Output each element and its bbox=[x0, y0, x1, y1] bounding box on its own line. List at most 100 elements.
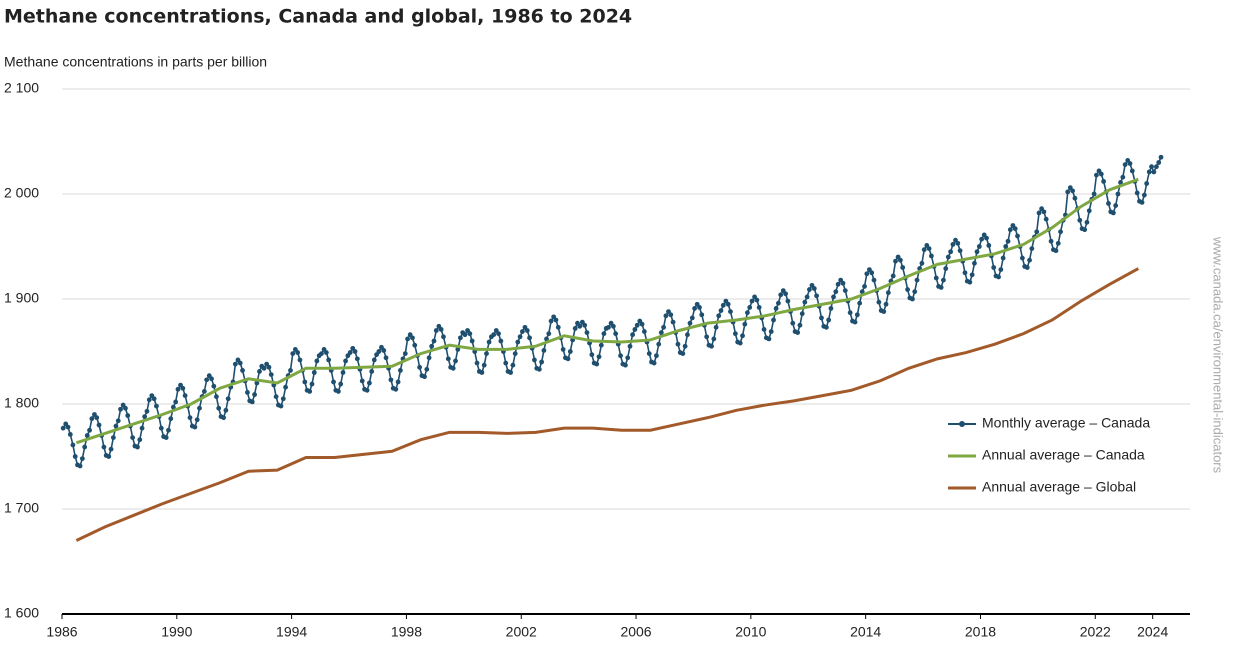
data-point bbox=[426, 355, 432, 361]
data-point bbox=[928, 253, 934, 259]
data-point bbox=[1156, 160, 1162, 165]
data-point bbox=[1012, 226, 1018, 232]
data-point bbox=[623, 362, 628, 368]
data-point bbox=[668, 312, 674, 318]
data-point bbox=[369, 369, 375, 374]
data-point bbox=[106, 454, 112, 459]
data-point bbox=[639, 321, 645, 327]
data-point bbox=[457, 335, 463, 341]
data-point bbox=[842, 288, 848, 293]
data-point bbox=[933, 275, 939, 281]
data-point bbox=[467, 331, 473, 337]
data-point bbox=[876, 299, 882, 305]
data-point bbox=[704, 334, 710, 340]
data-point bbox=[144, 408, 150, 414]
data-point bbox=[1086, 208, 1092, 214]
x-tick-label: 2010 bbox=[735, 624, 766, 640]
data-point bbox=[885, 290, 891, 296]
data-point bbox=[912, 289, 918, 295]
data-point bbox=[110, 435, 116, 440]
data-point bbox=[359, 378, 365, 384]
data-point bbox=[819, 315, 824, 321]
data-point bbox=[479, 370, 485, 375]
data-point bbox=[1091, 191, 1097, 197]
series-line bbox=[75, 267, 1140, 542]
data-point bbox=[295, 350, 301, 355]
legend-label: Monthly average – Canada bbox=[982, 415, 1150, 431]
data-point bbox=[268, 372, 274, 377]
data-point bbox=[151, 396, 157, 402]
data-point bbox=[113, 423, 119, 429]
data-point bbox=[943, 266, 949, 271]
data-point bbox=[634, 322, 640, 328]
data-point bbox=[658, 330, 664, 335]
data-point bbox=[1005, 238, 1011, 244]
data-point bbox=[687, 320, 693, 326]
series-line bbox=[75, 177, 1139, 445]
data-point bbox=[82, 444, 88, 450]
data-point bbox=[536, 366, 542, 372]
data-point bbox=[192, 424, 198, 430]
data-point bbox=[1158, 154, 1164, 160]
data-point bbox=[560, 347, 566, 352]
data-point bbox=[486, 339, 492, 345]
data-point bbox=[261, 365, 267, 371]
data-point bbox=[630, 332, 636, 338]
data-point bbox=[481, 362, 487, 368]
data-point bbox=[941, 277, 946, 283]
data-point bbox=[1015, 233, 1020, 239]
data-point bbox=[65, 424, 71, 430]
data-point bbox=[417, 364, 423, 370]
data-point bbox=[1141, 192, 1147, 198]
data-point bbox=[807, 287, 812, 292]
data-point bbox=[137, 437, 143, 443]
data-point bbox=[833, 289, 839, 295]
data-point bbox=[508, 370, 514, 375]
x-tick-label: 2018 bbox=[965, 624, 996, 640]
data-point bbox=[890, 273, 896, 279]
data-point bbox=[297, 357, 303, 363]
data-point bbox=[976, 244, 982, 249]
data-point bbox=[405, 336, 410, 342]
data-point bbox=[773, 306, 779, 311]
data-point bbox=[811, 286, 817, 291]
data-point bbox=[641, 329, 647, 334]
data-point bbox=[201, 389, 207, 394]
data-point bbox=[323, 350, 329, 355]
data-point bbox=[352, 349, 358, 354]
x-tick-label: 2006 bbox=[620, 624, 651, 640]
data-point bbox=[864, 271, 870, 277]
data-point bbox=[716, 313, 722, 319]
data-point bbox=[783, 291, 788, 297]
data-point bbox=[1055, 240, 1061, 246]
data-point bbox=[799, 311, 805, 317]
data-point bbox=[257, 369, 262, 374]
data-point bbox=[1139, 200, 1145, 205]
data-point bbox=[364, 387, 370, 393]
data-point bbox=[445, 356, 451, 362]
data-point bbox=[431, 338, 437, 344]
data-point bbox=[221, 415, 226, 421]
data-point bbox=[1077, 217, 1083, 223]
data-point bbox=[254, 380, 260, 386]
y-tick-label: 1 900 bbox=[4, 290, 39, 306]
data-point bbox=[211, 383, 217, 389]
y-tick-label: 1 800 bbox=[4, 395, 39, 411]
data-point bbox=[869, 270, 875, 276]
data-point bbox=[517, 334, 523, 340]
y-tick-label: 1 700 bbox=[4, 500, 39, 516]
data-point bbox=[311, 370, 317, 375]
data-point bbox=[340, 370, 346, 375]
data-point bbox=[957, 248, 963, 254]
data-point bbox=[900, 265, 906, 270]
data-point bbox=[240, 368, 245, 373]
data-point bbox=[776, 300, 781, 306]
data-point bbox=[785, 298, 791, 304]
data-point bbox=[118, 406, 123, 412]
data-point bbox=[745, 310, 750, 316]
data-point bbox=[180, 385, 186, 391]
data-point bbox=[1000, 255, 1006, 261]
data-point bbox=[278, 403, 284, 409]
data-point bbox=[998, 267, 1004, 272]
data-point bbox=[1115, 191, 1121, 197]
